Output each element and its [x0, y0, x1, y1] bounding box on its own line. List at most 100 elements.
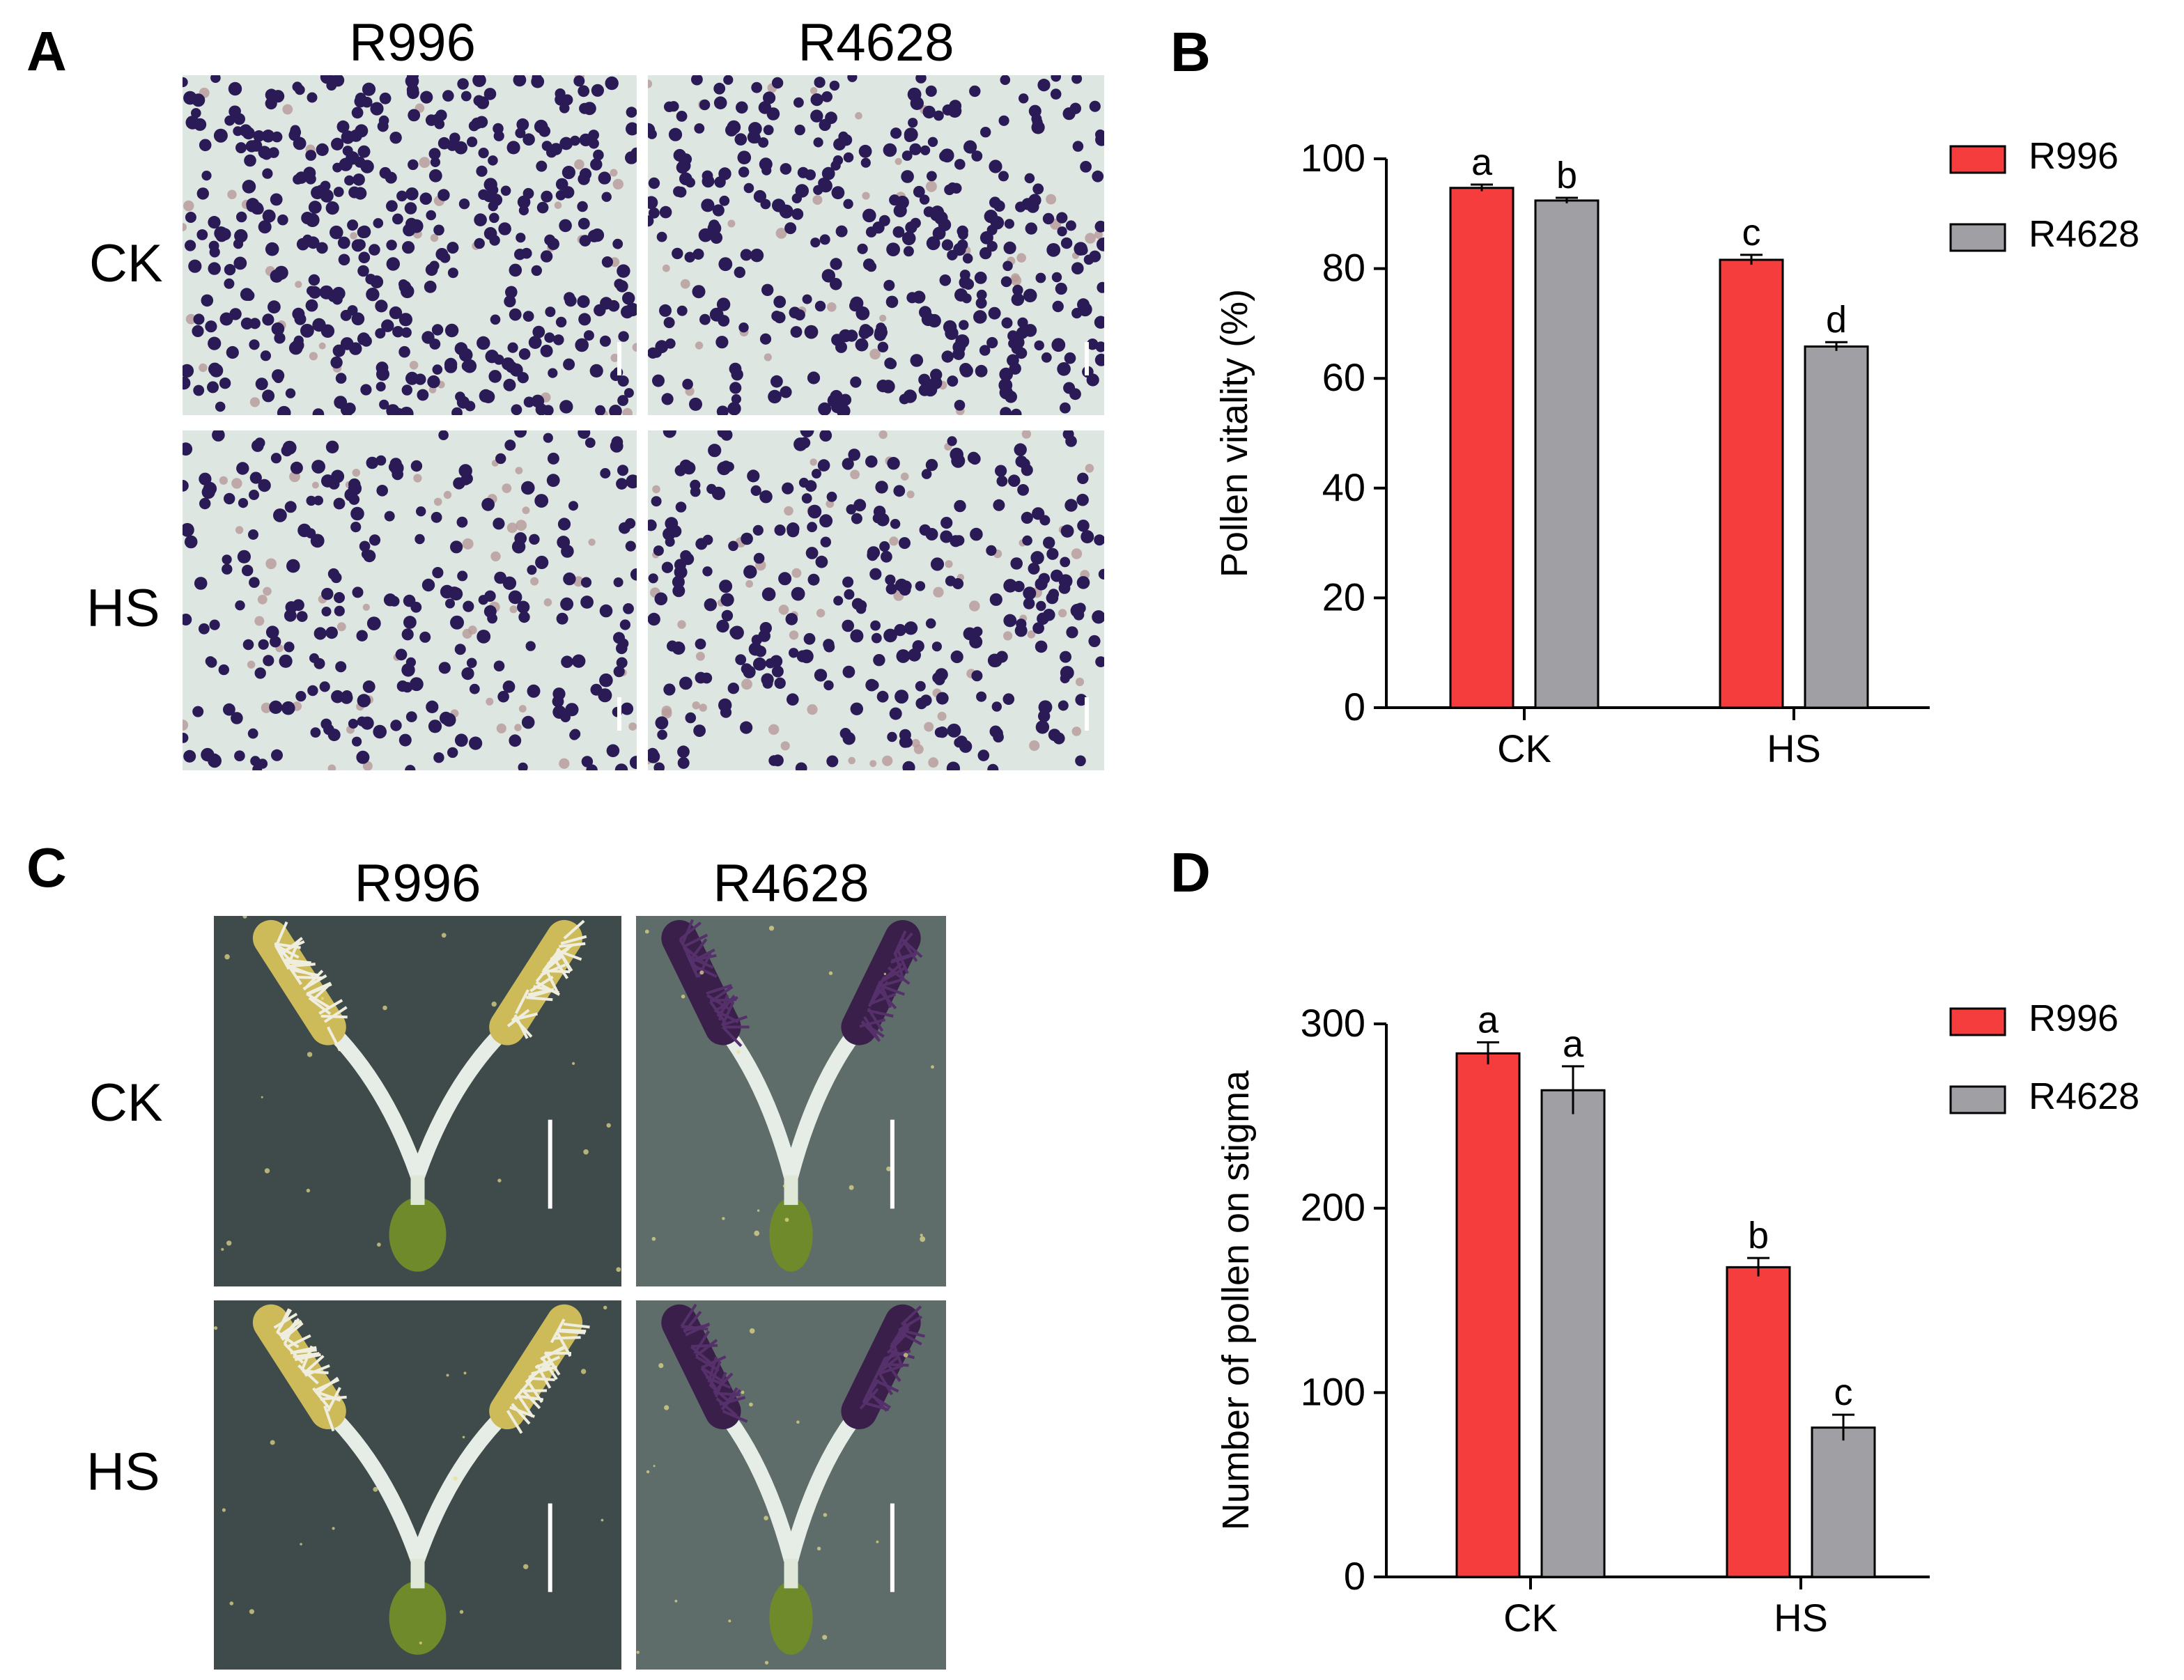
stained-pollen-grain — [281, 701, 295, 715]
stained-pollen-grain — [555, 190, 566, 201]
stained-pollen-grain — [208, 262, 221, 275]
stigma-hair — [541, 1356, 558, 1380]
pollen-speck — [373, 1486, 378, 1492]
stained-pollen-grain — [1037, 79, 1051, 92]
stained-pollen-grain — [831, 186, 845, 200]
stained-pollen-grain — [685, 712, 697, 724]
unstained-pollen-grain — [235, 526, 244, 534]
unstained-pollen-grain — [1085, 464, 1094, 473]
stained-pollen-grain — [440, 252, 451, 263]
stained-pollen-grain — [229, 105, 241, 118]
stained-pollen-grain — [830, 258, 842, 270]
stained-pollen-grain — [663, 317, 675, 329]
stained-pollen-grain — [915, 581, 926, 591]
stained-pollen-grain — [716, 405, 729, 415]
stained-pollen-grain — [488, 155, 498, 166]
stained-pollen-grain — [261, 130, 275, 143]
stained-pollen-grain — [1097, 281, 1104, 293]
stained-pollen-grain — [1060, 557, 1071, 568]
unstained-pollen-grain — [509, 605, 518, 614]
stained-pollen-grain — [929, 208, 944, 221]
stained-pollen-grain — [904, 131, 915, 142]
stigma-hair — [274, 921, 288, 947]
stained-pollen-grain — [860, 157, 871, 168]
stigma-hair — [273, 1312, 298, 1329]
pollen-speck — [653, 1465, 656, 1468]
bar-r996-hs — [1719, 258, 1784, 709]
panel-b-plot: 0 20 40 60 80 100 Pollen vitality (%) a b CK c d HS R… — [1214, 135, 2139, 770]
stained-pollen-grain — [938, 218, 952, 231]
stained-pollen-grain — [963, 140, 977, 154]
stained-pollen-grain — [850, 702, 863, 715]
stained-pollen-grain — [979, 247, 992, 260]
stigma-hair — [554, 1336, 581, 1340]
stained-pollen-grain — [672, 584, 686, 598]
stained-pollen-grain — [899, 537, 911, 550]
stained-pollen-grain — [478, 148, 489, 159]
unstained-pollen-grain — [900, 472, 909, 481]
stained-pollen-grain — [295, 691, 307, 702]
stained-pollen-grain — [1038, 700, 1053, 715]
stained-pollen-grain — [327, 568, 339, 580]
stained-pollen-grain — [366, 616, 381, 630]
stained-pollen-grain — [971, 670, 983, 682]
stained-pollen-grain — [975, 364, 988, 378]
stigma-hair — [563, 919, 585, 940]
stained-pollen-grain — [789, 648, 799, 658]
stained-pollen-grain — [925, 85, 937, 97]
stained-pollen-grain — [1021, 511, 1033, 524]
stained-pollen-grain — [405, 187, 419, 201]
stigma-hair — [893, 930, 907, 956]
pollen-speck — [736, 1050, 741, 1054]
stained-pollen-grain — [1000, 75, 1011, 85]
stained-pollen-grain — [901, 231, 916, 246]
stigma-hair — [884, 1349, 911, 1360]
unstained-pollen-grain — [879, 314, 887, 322]
legend-label-r996: R996 — [2029, 997, 2119, 1039]
stained-pollen-grain — [626, 107, 637, 118]
stained-pollen-grain — [215, 230, 228, 242]
pollen-speck — [722, 1217, 725, 1220]
stained-pollen-grain — [616, 280, 628, 293]
stained-pollen-grain — [477, 630, 491, 644]
stained-pollen-grain — [622, 292, 635, 305]
stained-pollen-grain — [741, 663, 752, 675]
stained-pollen-grain — [529, 534, 540, 545]
stained-pollen-grain — [901, 170, 914, 183]
stained-pollen-grain — [335, 661, 347, 673]
stained-pollen-grain — [502, 576, 517, 590]
stained-pollen-grain — [673, 186, 684, 197]
stained-pollen-grain — [579, 235, 591, 247]
unstained-pollen-grain — [622, 407, 633, 415]
stained-pollen-grain — [1015, 456, 1028, 468]
stained-pollen-grain — [483, 192, 493, 202]
stained-pollen-grain — [648, 196, 658, 210]
stained-pollen-grain — [308, 286, 321, 299]
stained-pollen-grain — [321, 474, 334, 488]
pollen-speck — [823, 1513, 828, 1517]
stained-pollen-grain — [945, 575, 957, 586]
stained-pollen-grain — [727, 402, 741, 415]
pollen-speck — [382, 1005, 387, 1011]
x-tick-label: HS — [1774, 1596, 1828, 1640]
stained-pollen-grain — [795, 762, 807, 770]
stained-pollen-grain — [593, 149, 604, 161]
stained-pollen-grain — [1005, 390, 1017, 403]
stained-pollen-grain — [925, 618, 936, 629]
stained-pollen-grain — [431, 324, 444, 336]
stained-pollen-grain — [675, 501, 687, 513]
stained-pollen-grain — [279, 654, 293, 668]
stained-pollen-grain — [648, 347, 659, 359]
unstained-pollen-grain — [559, 758, 570, 769]
unstained-pollen-grain — [768, 724, 780, 735]
stigma-hair — [534, 1355, 561, 1369]
stained-pollen-grain — [484, 590, 496, 602]
stained-pollen-grain — [708, 444, 722, 458]
stained-pollen-grain — [843, 199, 853, 209]
stained-pollen-grain — [511, 404, 522, 415]
stained-pollen-grain — [405, 765, 416, 770]
stained-pollen-grain — [199, 497, 211, 510]
stained-pollen-grain — [514, 532, 527, 545]
stained-pollen-grain — [1030, 551, 1044, 565]
stained-pollen-grain — [680, 550, 692, 562]
